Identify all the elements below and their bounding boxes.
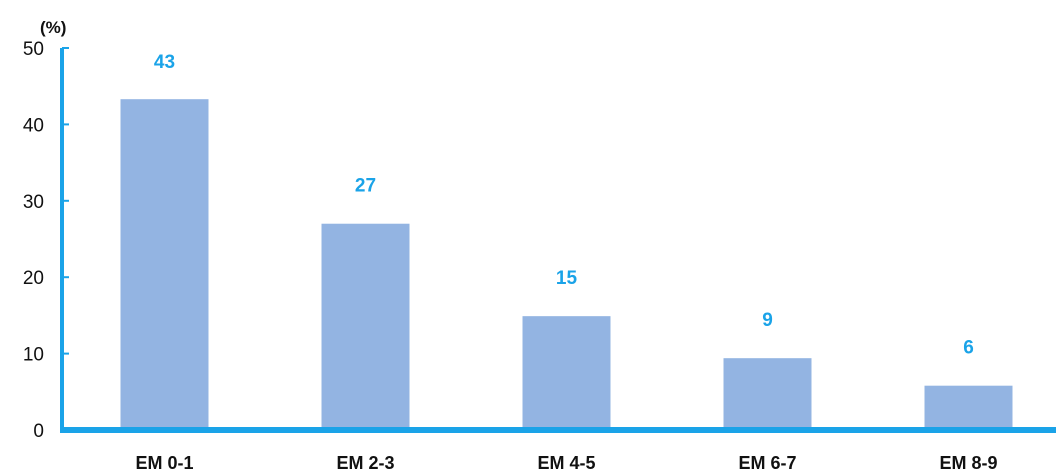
bar-1: [120, 99, 209, 431]
axes: [60, 48, 1056, 433]
data-label-2: 27: [355, 176, 376, 197]
bars: [120, 99, 1013, 431]
bar-4: [723, 358, 812, 430]
y-tick-label: 30: [23, 192, 44, 213]
category-label-5: EM 8-9: [939, 453, 997, 473]
data-labels: 43 27 15 9 6: [154, 52, 974, 359]
data-label-1: 43: [154, 52, 175, 73]
y-unit-label: (%): [40, 18, 66, 37]
bar-2: [321, 223, 410, 430]
bar-3: [522, 316, 611, 430]
y-tick-label: 10: [23, 345, 44, 366]
data-label-5: 6: [963, 338, 974, 359]
category-label-3: EM 4-5: [537, 453, 595, 473]
data-label-3: 15: [556, 268, 578, 289]
category-label-2: EM 2-3: [336, 453, 394, 473]
y-tick-label: 40: [23, 115, 44, 136]
y-tick-label: 0: [33, 421, 44, 442]
x-axis-labels: EM 0-1 EM 2-3 EM 4-5 EM 6-7 EM 8-9: [135, 453, 997, 473]
category-label-1: EM 0-1: [135, 453, 193, 473]
y-tick-label: 20: [23, 268, 44, 289]
category-label-4: EM 6-7: [738, 453, 796, 473]
bar-5: [924, 385, 1013, 430]
data-label-4: 9: [762, 310, 773, 331]
y-tick-label: 50: [23, 39, 44, 60]
